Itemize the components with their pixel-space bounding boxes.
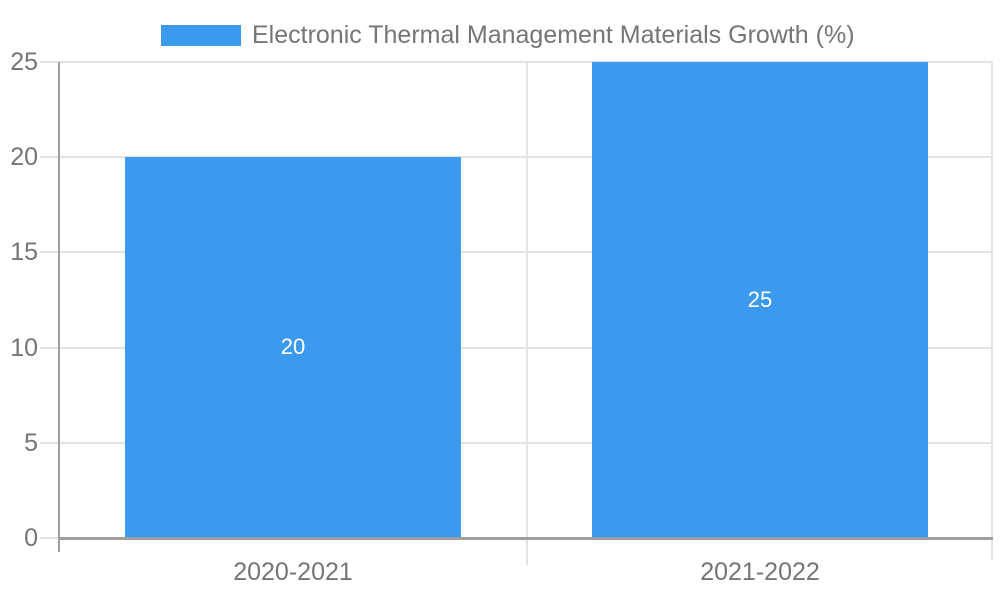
chart-legend[interactable]: Electronic Thermal Management Materials … — [161, 22, 855, 48]
y-axis-tick-label: 10 — [10, 333, 38, 362]
bar-value-label: 20 — [280, 334, 306, 360]
y-axis-tick-label: 20 — [10, 143, 38, 172]
x-axis-line — [60, 537, 993, 540]
y-axis-tick-label: 15 — [10, 238, 38, 267]
x-gridline — [526, 62, 528, 565]
y-axis-tick — [40, 537, 60, 539]
bar-value-label: 25 — [747, 286, 773, 312]
legend-label: Electronic Thermal Management Materials … — [252, 21, 855, 49]
y-axis-tick-label: 5 — [24, 428, 38, 457]
plot-right-border — [991, 62, 993, 560]
bar-2021-2022[interactable]: 25 — [592, 62, 928, 537]
x-axis-category-label: 2021-2022 — [700, 558, 820, 586]
y-axis-tick-label: 0 — [24, 524, 38, 552]
y-axis-line — [58, 62, 60, 552]
bar-2020-2021[interactable]: 20 — [125, 157, 461, 537]
legend-swatch-icon — [161, 24, 241, 46]
x-axis-category-label: 2020-2021 — [233, 558, 353, 586]
y-axis-tick-label: 25 — [10, 48, 38, 76]
